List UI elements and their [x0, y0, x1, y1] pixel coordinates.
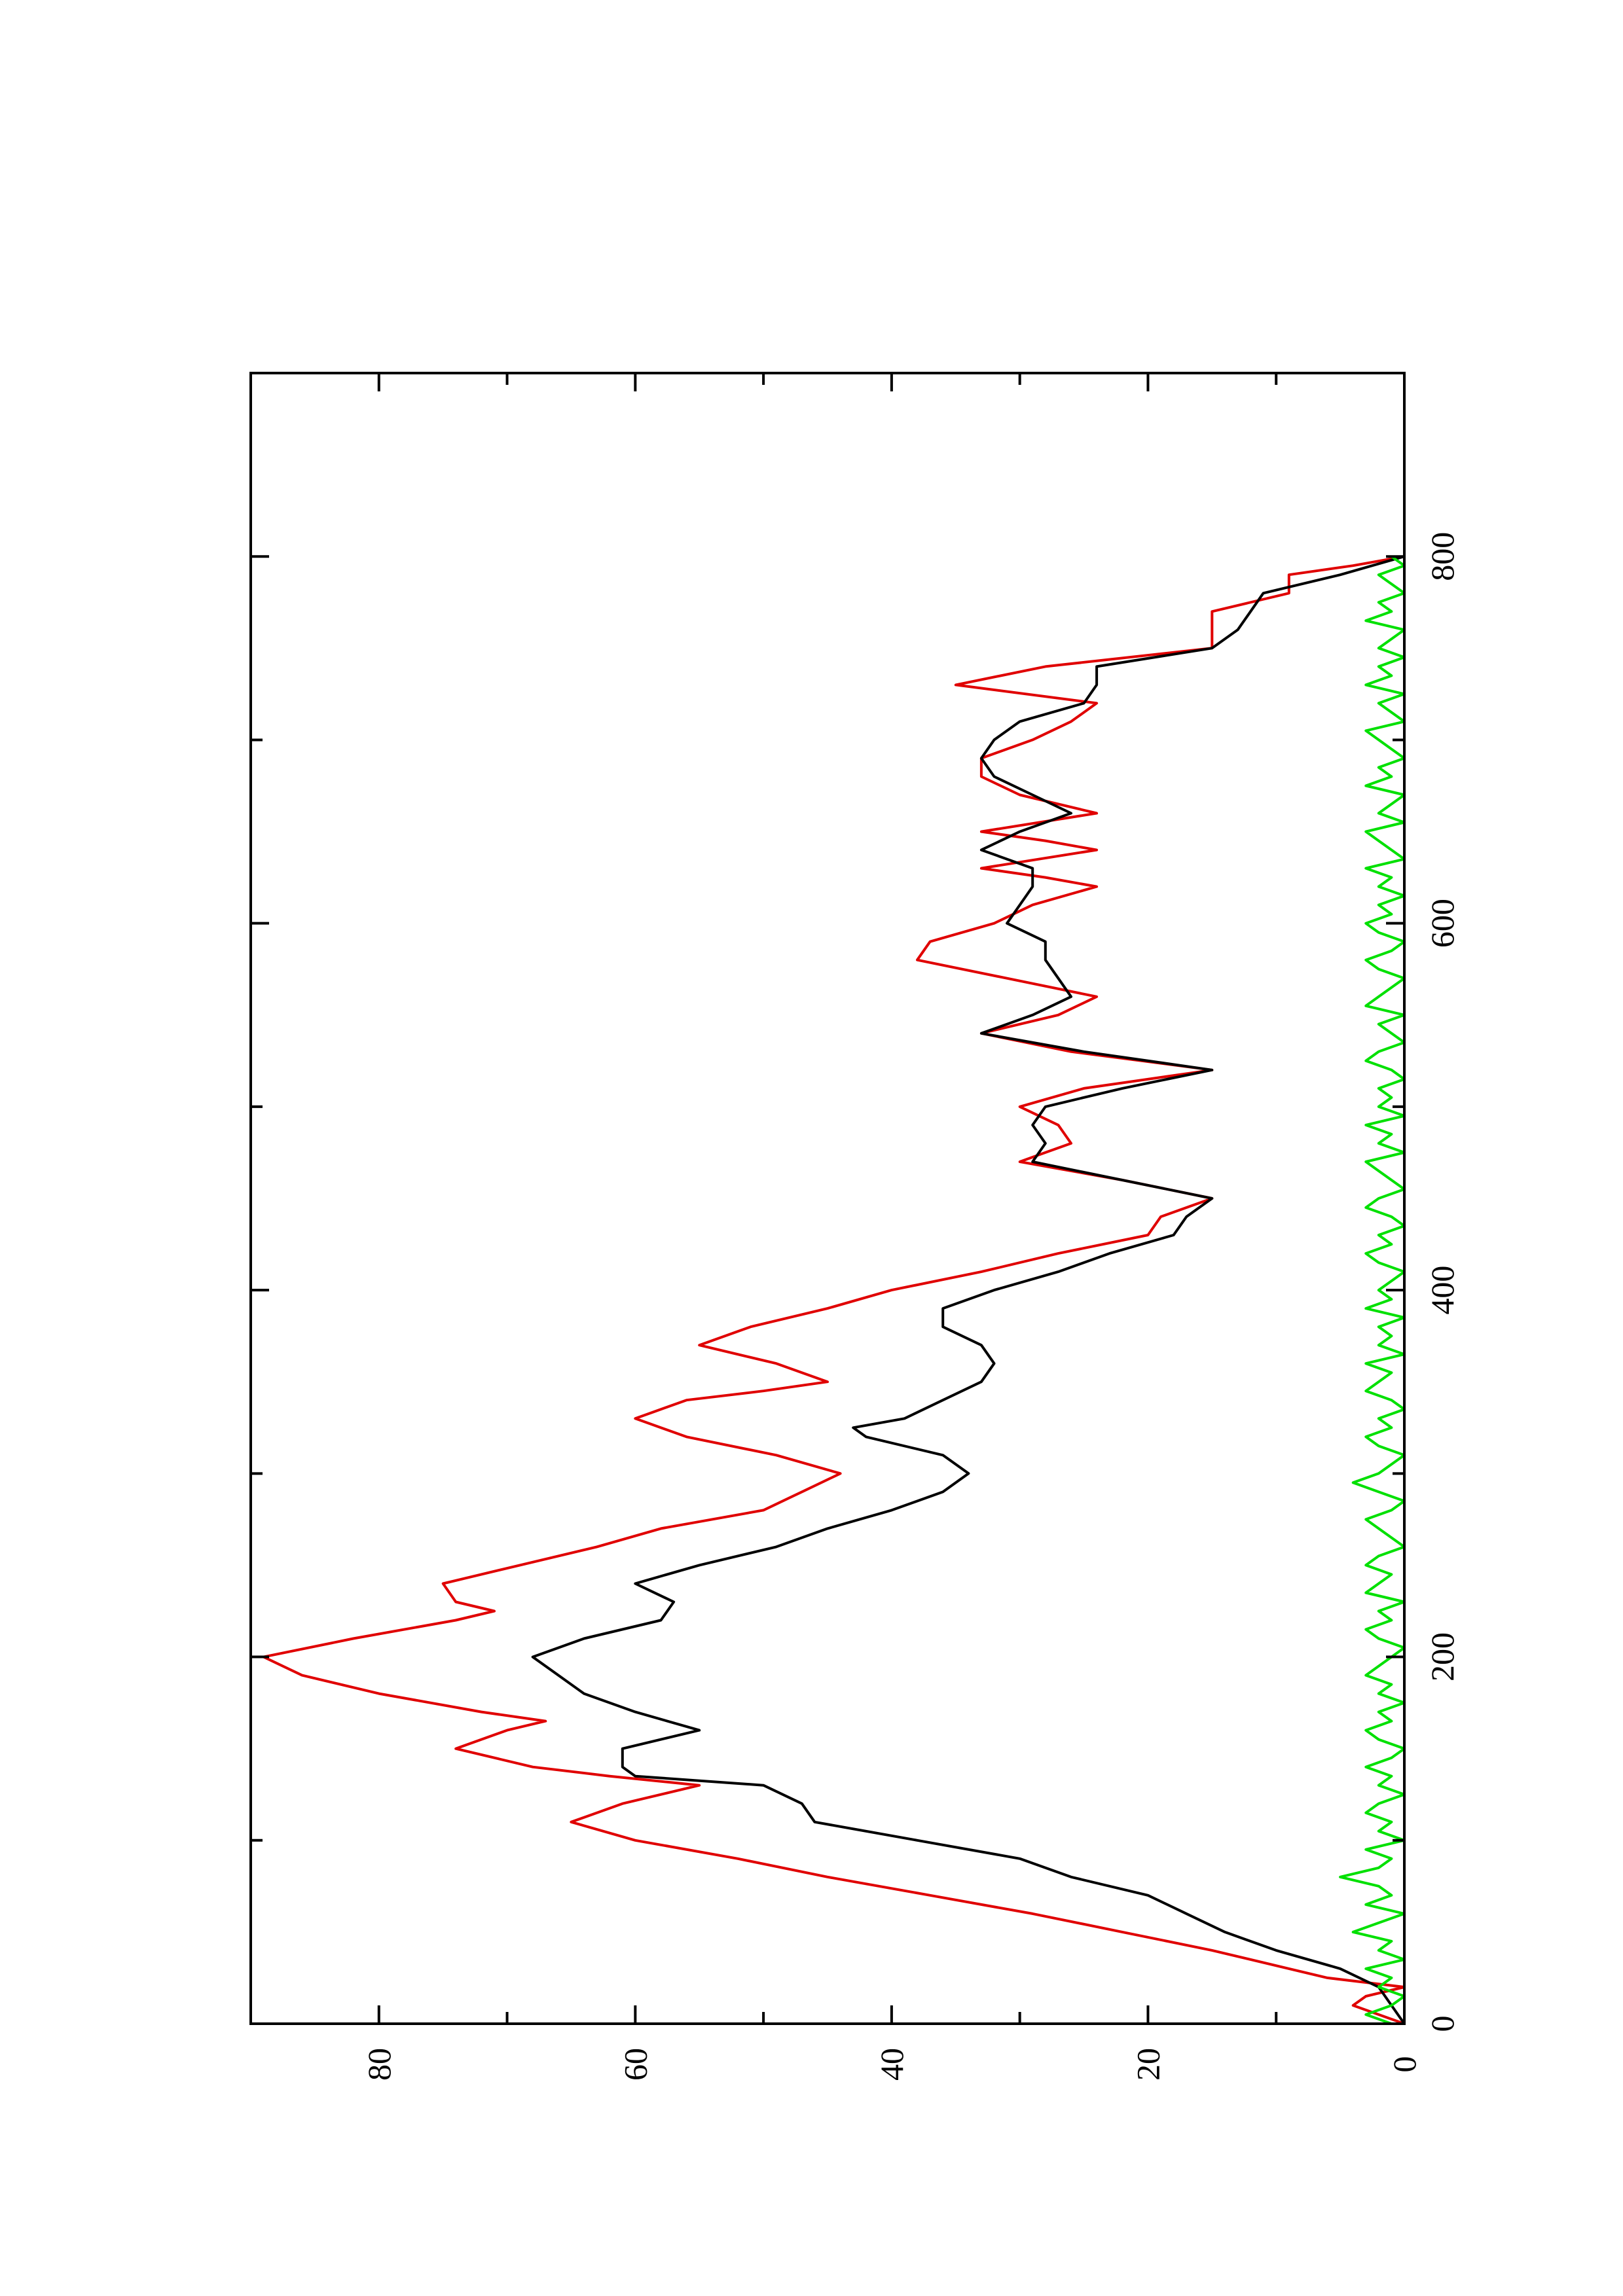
x-tick-label: 600 — [1424, 899, 1461, 948]
y-tick-label: 60 — [617, 2048, 653, 2081]
series-line-3 — [1339, 555, 1406, 2025]
x-tick-label: 800 — [1424, 532, 1461, 581]
label-layer: 0 200 400 600 800 0 20 40 60 80 — [361, 532, 1461, 2081]
x-tick-label: 200 — [1424, 1632, 1461, 1681]
x-tick-label: 400 — [1424, 1266, 1461, 1315]
y-tick-label: 40 — [873, 2048, 910, 2081]
y-tick-label: 0 — [1386, 2056, 1423, 2073]
x-tick-label: 0 — [1424, 2016, 1461, 2032]
y-tick-label: 80 — [361, 2048, 397, 2081]
y-tick-label: 20 — [1129, 2048, 1166, 2081]
series-layer — [262, 555, 1406, 2025]
plot-frame — [249, 372, 1406, 2025]
series-line-2 — [531, 555, 1406, 2025]
series-line-1 — [262, 555, 1406, 2025]
